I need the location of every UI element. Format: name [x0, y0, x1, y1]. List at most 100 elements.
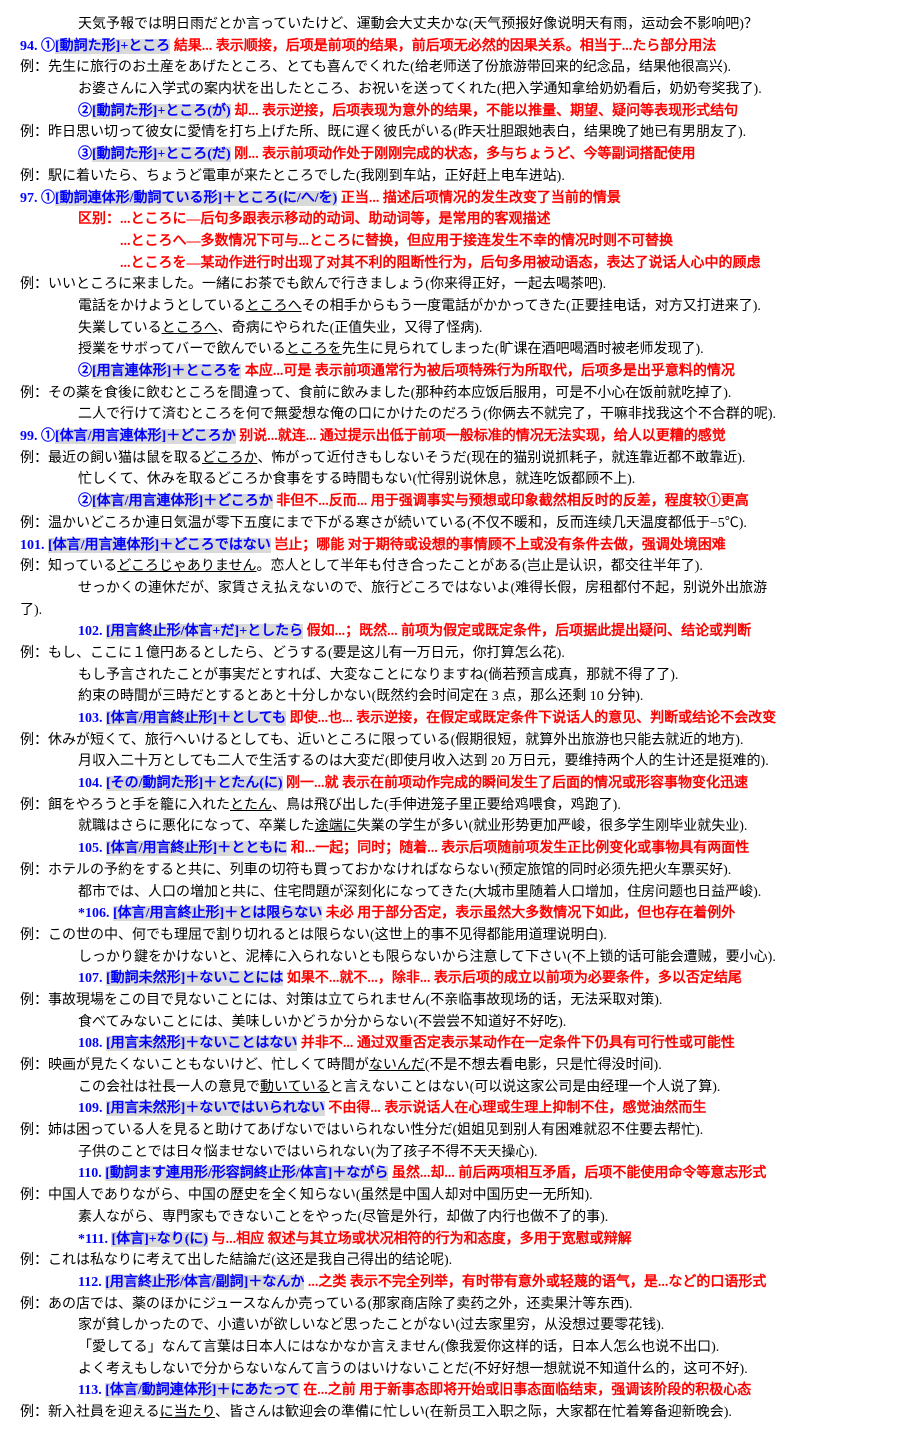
text-span: ところへ [162, 321, 218, 336]
text-span: 失業の学生が多い(就业形势更加严峻，很多学生刚毕业就失业). [357, 819, 748, 834]
text-span: 105. [78, 841, 106, 856]
text-span: [その/動詞た形]＋とたん(に) [106, 776, 283, 791]
text-span: 表示前项通常行为被后项特殊行为所取代，后项多是出乎意料的情况 [315, 364, 735, 379]
text-span: 表示逆接，在假定或既定条件下说话人的意见、判断或结论不会改变 [356, 711, 776, 726]
text-span: 授業をサボってバーで飲んでいる [78, 342, 286, 357]
text-span: 别说...就连... [236, 429, 320, 444]
text-line: 107. [動詞未然形]＋ないことには 如果不...就不...，除非... 表示… [20, 968, 900, 990]
text-span: 例：映画が見たくないこともないけど、忙しくて時間が [20, 1058, 369, 1073]
text-span: 例：これは私なりに考えて出した結論だ(这还是我自己得出的结论呢). [20, 1253, 452, 1268]
text-span: 例：事故現場をこの目で見ないことには、対策は立てられません(不亲临事故现场的话，… [20, 993, 662, 1008]
text-line: *111. [体言]+なり(に) 与...相应 叙述与其立场或状况相符的行为和态… [20, 1229, 900, 1251]
text-span: 即使...也... [286, 711, 356, 726]
text-span: 103. [78, 711, 106, 726]
text-span: 虽然...却... [388, 1166, 458, 1181]
text-span: 。恋人として半年も付き合ったことがある(岂止是认识，都交往半年了). [256, 559, 702, 574]
text-span: と言えないことはない(可以说这家公司是由经理一个人说了算). [330, 1080, 721, 1095]
text-span: 、鳥は飛び出した(手伸进笼子里正要给鸡喂食，鸡跑了). [272, 798, 621, 813]
text-span: 通过提示出低于前项一般标准的情况无法实现，给人以更糟的感觉 [320, 429, 726, 444]
text-line: 例：この世の中、何でも理屈で割り切れるとは限らない(这世上的事不见得都能用道理说… [20, 925, 900, 947]
text-line: ...ところへ—多数情况下可与...ところに替换，但应用于接连发生不幸的情况时则… [20, 231, 900, 253]
text-span: 途端に [315, 819, 357, 834]
text-span: 、皆さんは歓迎会の準備に忙しい(在新员工入职之际，大家都在忙着筹备迎新晚会). [215, 1405, 732, 1420]
text-span: 二人で行けて済むところを何で無愛想な俺の口にかけたのだろう(你俩去不就完了，干嘛… [78, 407, 776, 422]
text-span: 104. [78, 776, 106, 791]
text-span: 97. ① [20, 191, 55, 206]
text-span: 例：もし、ここに１億円あるとしたら、どうする(要是这儿有一万日元，你打算怎么花)… [20, 646, 565, 661]
text-span: お婆さんに入学式の案内状を出したところ、お祝いを送ってくれた(把入学通知拿给奶奶… [78, 82, 762, 97]
text-span: 先生に見られてしまった(旷课在酒吧喝酒时被老师发现了). [342, 342, 704, 357]
text-line: この会社は社長一人の意見で動いていると言えないことはない(可以说这家公司是由经理… [20, 1077, 900, 1099]
text-span: 例：新入社員を迎える [20, 1405, 160, 1420]
text-span: [体言/用言連体形]＋どころか [55, 429, 236, 444]
text-span: 前项为假定或既定条件，后项据此提出疑问、结论或判断 [401, 624, 751, 639]
text-line: 例：中国人でありながら、中国の歴史を全く知らない(虽然是中国人却对中国历史一无所… [20, 1185, 900, 1207]
text-line: 例：ホテルの予約をすると共に、列車の切符も買っておかなければならない(预定旅馆的… [20, 860, 900, 882]
text-span: 例：この世の中、何でも理屈で割り切れるとは限らない(这世上的事不见得都能用道理说… [20, 928, 607, 943]
text-line: 例：駅に着いたら、ちょうど電車が来たところでした(我刚到车站，正好赶上电车进站)… [20, 166, 900, 188]
text-span: 表示顺接，后项是前项的结果，前后项无必然的因果关系。相当于...たら部分用法 [216, 39, 717, 54]
text-span: その相手からもう一度電話がかかってきた(正要挂电话，对方又打进来了). [302, 299, 761, 314]
text-span: 在...之前 [300, 1383, 360, 1398]
text-line: 例：先生に旅行のお土産をあげたところ、とても喜んでくれた(给老师送了份旅游带回来… [20, 57, 900, 79]
text-span: 例：中国人でありながら、中国の歴史を全く知らない(虽然是中国人却对中国历史一无所… [20, 1188, 593, 1203]
text-line: 例：餌をやろうと手を籠に入れたとたん、鳥は飛び出した(手伸进笼子里正要给鸡喂食，… [20, 795, 900, 817]
text-span: ② [78, 104, 92, 119]
text-span: [体言]+なり(に) [111, 1232, 208, 1247]
text-span: 天気予報では明日雨だとか言っていたけど、運動会大丈夫かな(天气预报好像说明天有雨… [78, 17, 758, 32]
text-span: *106. [78, 906, 113, 921]
text-span: 例：最近の飼い猫は鼠を取る [20, 451, 202, 466]
text-span: よく考えもしないで分からないなんて言うのはいけないことだ(不好好想一想就说不知道… [78, 1362, 748, 1377]
text-span: 例：昨日思い切って彼女に愛情を打ち上げた所、既に遅く彼氏がいる(昨天壮胆跟她表白… [20, 125, 746, 140]
text-span: 113. [78, 1383, 105, 1398]
text-span: 電話をかけようとしている [78, 299, 246, 314]
text-span: ③ [78, 147, 92, 162]
text-line: 例：昨日思い切って彼女に愛情を打ち上げた所、既に遅く彼氏がいる(昨天壮胆跟她表白… [20, 122, 900, 144]
text-line: 例：温かいどころか連日気温が零下五度にまで下がる寒さが続いている(不仅不暖和，反… [20, 513, 900, 535]
text-span: 用于部分否定，表示虽然大多数情况下如此，但也存在着例外 [357, 906, 735, 921]
text-line: 例：休みが短くて、旅行へいけるとしても、近いところに限っている(假期很短，就算外… [20, 730, 900, 752]
text-line: ③[動詞た形]+ところ(だ) 刚... 表示前项动作处于刚刚完成的状态，多与ちょ… [20, 144, 900, 166]
text-span: [体言/用言連体形]＋どころか [92, 494, 273, 509]
text-line: 110. [動詞ます連用形/形容詞終止形/体言]＋ながら 虽然...却... 前… [20, 1163, 900, 1185]
text-line: 99. ①[体言/用言連体形]＋どころか 别说...就连... 通过提示出低于前… [20, 426, 900, 448]
text-span: 家が貧しかったので、小遣いが欲しいなど思ったことがない(过去家里穷，从没想过要零… [78, 1318, 664, 1333]
text-line: よく考えもしないで分からないなんて言うのはいけないことだ(不好好想一想就说不知道… [20, 1359, 900, 1381]
text-span: 用于新事态即将开始或旧事态面临结束，强调该阶段的积极心态 [359, 1383, 751, 1398]
text-span: 、怖がって近付きもしないそうだ(现在的猫别说抓耗子，就连靠近都不敢靠近). [257, 451, 745, 466]
text-line: 109. [用言未然形]＋ないではいられない 不由得... 表示说话人在心理或生… [20, 1098, 900, 1120]
text-span: この会社は社長一人の意見で [78, 1080, 260, 1095]
text-line: 素人ながら、専門家もできないことをやった(尽管是外行，却做了内行也做不了的事). [20, 1207, 900, 1229]
text-span: 刚一...就 [283, 776, 343, 791]
text-line: 了). [20, 600, 900, 622]
text-span: 通过双重否定表示某动作在一定条件下仍具有可行性或可能性 [357, 1036, 735, 1051]
text-span: 101. [20, 538, 48, 553]
text-span: [体言/用言連体形]＋どころではない [48, 538, 271, 553]
text-span: 刚... [231, 147, 263, 162]
text-span: 都市では、人口の増加と共に、住宅問題が深刻化になってきた(大城市里随着人口增加，… [78, 885, 761, 900]
text-span: ところを [286, 342, 342, 357]
text-span: [動詞連体形/動詞ている形]＋ところ(に/へ/を) [55, 191, 337, 206]
text-line: 電話をかけようとしているところへその相手からもう一度電話がかかってきた(正要挂电… [20, 296, 900, 318]
text-span: 非但不...反而... [273, 494, 371, 509]
text-span: ...ところを—某动作进行时出现了对其不利的阻断性行为，后句多用被动语态，表达了… [78, 256, 761, 271]
text-line: 105. [体言/用言終止形]＋とともに 和...一起；同时；随着... 表示后… [20, 838, 900, 860]
text-line: ②[動詞た形]+ところ(が) 却... 表示逆接，后项表现为意外的结果，不能以推… [20, 101, 900, 123]
text-span: [動詞た形]+ところ [55, 39, 170, 54]
text-line: 授業をサボってバーで飲んでいるところを先生に見られてしまった(旷课在酒吧喝酒时被… [20, 339, 900, 361]
text-line: 112. [用言終止形/体言/副詞]＋なんか ...之类 表示不完全列举，有时带… [20, 1272, 900, 1294]
text-span: [体言/用言終止形]＋とともに [106, 841, 287, 856]
text-span: 对于期待或设想的事情顾不上或没有条件去做，强调处境困难 [348, 538, 726, 553]
text-line: しっかり鍵をかけないと、泥棒に入られないとも限らないから注意して下さい(不上锁的… [20, 947, 900, 969]
text-line: 子供のことでは日々悩ませないではいられない(为了孩子不得不天天操心). [20, 1142, 900, 1164]
text-line: 区别：...ところに—后句多跟表示移动的动词、助动词等，是常用的客观描述 [20, 209, 900, 231]
text-span: [用言終止形/体言+だ]+としたら [106, 624, 303, 639]
text-span: 例：あの店では、薬のほかにジュースなんか売っている(那家商店除了卖药之外，还卖果… [20, 1297, 632, 1312]
text-span: ② [78, 494, 92, 509]
text-line: 例：知っているどころじゃありません。恋人として半年も付き合ったことがある(岂止是… [20, 556, 900, 578]
text-line: 失業しているところへ、奇病にやられた(正值失业，又得了怪病). [20, 318, 900, 340]
text-line: 例：映画が見たくないこともないけど、忙しくて時間がないんだ(不是不想去看电影，只… [20, 1055, 900, 1077]
text-line: 102. [用言終止形/体言+だ]+としたら 假如...；既然... 前项为假定… [20, 621, 900, 643]
text-span: 如果不...就不...，除非... [283, 971, 434, 986]
text-span: 99. ① [20, 429, 55, 444]
